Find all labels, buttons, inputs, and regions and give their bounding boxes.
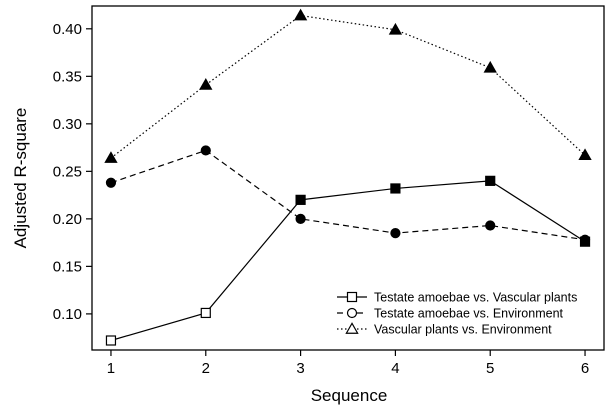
x-tick-label: 3 [296,360,304,377]
series-line [110,149,586,241]
data-point-circle [485,220,496,231]
plot-frame [91,5,605,351]
data-point-triangle [104,151,118,163]
legend-item-3: Vascular plants vs. Environment [337,322,552,337]
legend: Testate amoebae vs. Vascular plants Testa… [337,291,577,337]
data-point-triangle [578,148,592,161]
data-point-circle [105,177,117,188]
data-point-square [485,175,496,186]
legend-item-2: Testate amoebae vs. Environment [337,307,564,321]
data-point-square [200,307,211,319]
y-tick-label: 0.15 [53,258,82,275]
series-3 [104,8,592,163]
data-point-triangle [388,22,403,35]
x-tick-label: 1 [107,360,115,377]
y-tick-label: 0.20 [53,211,82,228]
x-tick-label: 5 [486,360,494,377]
data-point-circle [295,213,306,224]
data-point-triangle [345,322,359,334]
series-line [110,180,586,342]
y-tick-label: 0.40 [53,21,82,38]
x-axis-label: Sequence [311,386,388,405]
data-point-circle [579,234,591,245]
data-point-square [346,291,358,303]
legend-item-1: Testate amoebae vs. Vascular plants [337,291,577,305]
data-point-circle [200,145,211,156]
data-point-triangle [293,8,308,21]
y-tick-label: 0.30 [53,116,82,133]
y-axis-label: Adjusted R-square [11,108,30,249]
x-tick-label: 4 [391,360,399,377]
data-point-circle [346,307,358,319]
legend-label: Testate amoebae vs. Vascular plants [374,291,577,305]
series-layer [104,8,592,346]
y-tick-label: 0.10 [53,306,82,323]
data-point-square [105,335,117,346]
series-line [110,14,586,159]
legend-label: Testate amoebae vs. Environment [374,307,564,321]
data-point-circle [390,228,401,239]
x-tick-label: 6 [581,360,589,377]
y-tick-label: 0.25 [53,163,82,180]
x-tick-label: 2 [202,360,210,377]
data-point-square [295,194,306,205]
legend-label: Vascular plants vs. Environment [374,323,552,337]
data-point-triangle [483,60,497,73]
axes: 1 2 3 4 5 6 0.10 0.15 0.20 0.25 0.30 0.35 0.40 [53,21,589,377]
data-point-square [390,183,401,194]
y-tick-label: 0.35 [53,68,82,85]
data-point-triangle [199,78,213,90]
series-2 [105,145,591,245]
